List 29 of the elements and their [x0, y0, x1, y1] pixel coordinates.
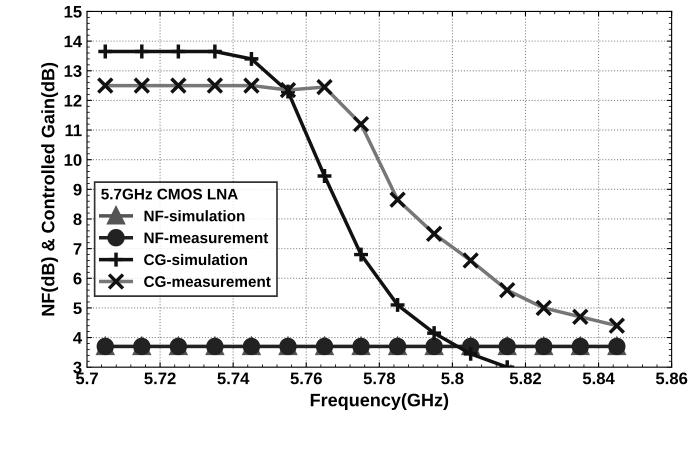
y-tick-label: 3 — [73, 362, 82, 374]
x-tick-label: 5.74 — [217, 372, 250, 384]
y-axis-title: NF(dB) & Controlled Gain(dB) — [41, 62, 58, 316]
y-tick-label: 13 — [64, 65, 82, 77]
x-tick-label: 5.7 — [76, 372, 98, 384]
y-tick-label: 11 — [66, 124, 82, 136]
x-tick-label: 5.84 — [582, 372, 615, 384]
x-tick-label: 5.76 — [290, 372, 322, 384]
y-tick-label: 9 — [73, 184, 82, 196]
x-axis-title: Frequency(GHz) — [310, 393, 448, 410]
y-tick-label: 7 — [74, 243, 82, 255]
x-tick-label: 5.8 — [441, 372, 464, 384]
y-tick-label: 10 — [64, 154, 82, 166]
legend-label: NF-simulation — [144, 210, 244, 222]
x-tick-label: 5.82 — [510, 372, 542, 384]
y-tick-label: 14 — [64, 36, 82, 48]
x-tick-label: 5.78 — [364, 372, 396, 384]
y-tick-label: 5 — [73, 302, 82, 314]
y-tick-label: 12 — [64, 94, 82, 106]
x-tick-label: 5.72 — [144, 372, 176, 384]
legend-label: CG-simulation — [144, 254, 247, 266]
legend-label: CG-measurement — [144, 276, 271, 287]
legend-label: NF-measurement — [144, 232, 268, 244]
y-tick-label: 4 — [73, 332, 82, 344]
y-tick-label: 6 — [73, 272, 82, 284]
y-tick-label: 15 — [64, 6, 82, 18]
y-tick-label: 8 — [73, 213, 82, 226]
legend-title: 5.7GHz CMOS LNA — [101, 188, 238, 200]
x-tick-label: 5.86 — [656, 372, 688, 384]
